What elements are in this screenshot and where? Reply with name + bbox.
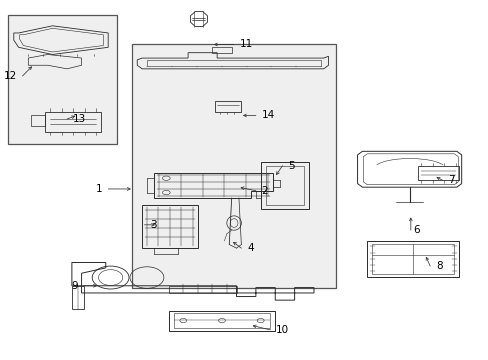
Text: 4: 4: [246, 243, 253, 253]
Text: 8: 8: [435, 261, 442, 271]
Text: 3: 3: [150, 220, 157, 230]
Bar: [265, 166, 304, 205]
Text: 11: 11: [240, 40, 253, 49]
Text: 12: 12: [3, 71, 17, 81]
Text: 2: 2: [261, 186, 268, 196]
Bar: [132, 44, 335, 288]
Bar: [260, 162, 308, 209]
Text: 5: 5: [288, 161, 294, 171]
Text: 7: 7: [447, 175, 454, 185]
Text: 6: 6: [412, 225, 419, 235]
Text: 1: 1: [96, 184, 102, 194]
Text: 10: 10: [276, 325, 289, 335]
Text: 13: 13: [73, 114, 86, 124]
Bar: [8, 15, 117, 144]
Text: 9: 9: [71, 281, 78, 291]
Text: 14: 14: [261, 111, 274, 121]
